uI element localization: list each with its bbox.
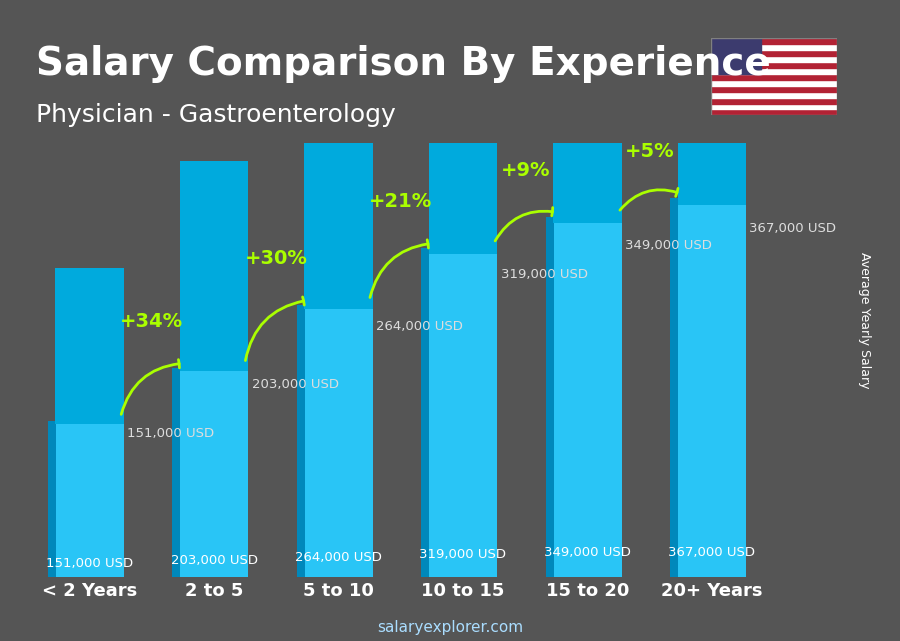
Bar <box>172 367 181 578</box>
Bar <box>711 38 761 74</box>
Bar <box>421 247 429 578</box>
Bar <box>678 198 746 578</box>
Bar <box>180 367 248 578</box>
Text: salaryexplorer.com: salaryexplorer.com <box>377 620 523 635</box>
Text: Physician - Gastroenterology: Physician - Gastroenterology <box>36 103 396 126</box>
Text: +5%: +5% <box>625 142 674 161</box>
Bar <box>554 217 622 578</box>
Bar <box>545 217 554 578</box>
Text: 349,000 USD: 349,000 USD <box>625 239 712 252</box>
Bar <box>711 38 837 44</box>
Bar <box>711 110 837 115</box>
Text: 264,000 USD: 264,000 USD <box>295 551 382 564</box>
Bar <box>711 97 837 104</box>
Bar <box>56 268 124 424</box>
Text: Average Yearly Salary: Average Yearly Salary <box>858 253 870 388</box>
Bar <box>711 44 837 50</box>
Text: 319,000 USD: 319,000 USD <box>500 267 588 281</box>
Text: 203,000 USD: 203,000 USD <box>252 378 338 391</box>
Bar <box>711 68 837 74</box>
Bar <box>711 62 837 68</box>
Text: 264,000 USD: 264,000 USD <box>376 320 463 333</box>
Text: 319,000 USD: 319,000 USD <box>419 548 507 561</box>
Text: 367,000 USD: 367,000 USD <box>750 222 836 235</box>
Bar <box>711 50 837 56</box>
Text: 151,000 USD: 151,000 USD <box>127 428 214 440</box>
Bar <box>180 162 248 371</box>
Bar <box>711 56 837 62</box>
Bar <box>297 304 305 578</box>
Bar <box>304 37 373 310</box>
Bar <box>711 86 837 92</box>
Text: 203,000 USD: 203,000 USD <box>171 554 257 567</box>
Bar <box>56 421 124 578</box>
Bar <box>428 0 497 254</box>
Bar <box>711 80 837 86</box>
Bar <box>48 421 56 578</box>
Bar <box>554 0 622 223</box>
Text: +21%: +21% <box>369 192 432 211</box>
Text: +30%: +30% <box>245 249 308 267</box>
Bar <box>711 74 837 80</box>
Text: +34%: +34% <box>121 312 184 331</box>
Bar <box>678 0 746 205</box>
Text: 151,000 USD: 151,000 USD <box>46 556 133 570</box>
Bar <box>428 247 497 578</box>
Bar <box>711 104 837 110</box>
Bar <box>304 304 373 578</box>
Bar <box>670 198 679 578</box>
Bar <box>711 92 837 97</box>
Text: 367,000 USD: 367,000 USD <box>669 545 755 558</box>
Text: +9%: +9% <box>500 161 550 179</box>
Text: 349,000 USD: 349,000 USD <box>544 547 631 560</box>
Text: Salary Comparison By Experience: Salary Comparison By Experience <box>36 45 770 83</box>
